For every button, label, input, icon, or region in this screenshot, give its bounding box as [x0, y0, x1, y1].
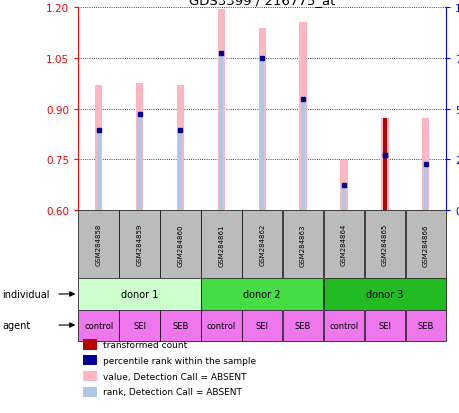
Text: GSM284866: GSM284866	[422, 223, 428, 266]
Bar	[160, 211, 200, 279]
Bar	[341, 185, 345, 211]
Text: SEB: SEB	[294, 321, 311, 330]
Bar	[137, 114, 141, 211]
Text: SEB: SEB	[417, 321, 433, 330]
Text: GSM284858: GSM284858	[95, 223, 101, 266]
Bar	[282, 211, 323, 279]
Text: control: control	[329, 321, 358, 330]
Bar	[364, 310, 404, 341]
Text: agent: agent	[2, 320, 30, 330]
Bar	[241, 211, 282, 279]
Text: percentile rank within the sample: percentile rank within the sample	[103, 356, 256, 365]
Text: control: control	[206, 321, 235, 330]
Text: individual: individual	[2, 289, 50, 299]
Bar	[160, 310, 200, 341]
Bar	[119, 211, 159, 279]
Bar	[323, 279, 445, 310]
Bar	[96, 131, 101, 211]
Bar	[382, 119, 386, 211]
Text: control: control	[84, 321, 113, 330]
Bar	[299, 24, 306, 211]
Bar	[217, 10, 224, 211]
Bar	[176, 86, 184, 211]
Text: SEI: SEI	[133, 321, 146, 330]
Bar	[423, 165, 427, 211]
Text: GSM284861: GSM284861	[218, 223, 224, 266]
Bar	[119, 310, 159, 341]
Bar	[364, 211, 404, 279]
Bar	[219, 54, 223, 211]
Bar	[381, 119, 388, 211]
Text: GSM284864: GSM284864	[340, 223, 346, 266]
Bar	[421, 119, 429, 211]
Bar	[78, 310, 118, 341]
Bar	[382, 156, 386, 211]
Text: GSM284865: GSM284865	[381, 223, 387, 266]
Text: GSM284859: GSM284859	[136, 223, 142, 266]
Text: donor 1: donor 1	[121, 289, 158, 299]
Bar	[201, 310, 241, 341]
Bar	[135, 84, 143, 211]
Bar	[201, 211, 241, 279]
Text: GSM284862: GSM284862	[258, 223, 265, 266]
Text: GSM284860: GSM284860	[177, 223, 183, 266]
Bar	[405, 211, 445, 279]
Bar	[282, 310, 323, 341]
Text: SEI: SEI	[378, 321, 391, 330]
Bar	[405, 310, 445, 341]
Bar	[201, 279, 323, 310]
Bar	[323, 310, 364, 341]
Title: GDS3399 / 216775_at: GDS3399 / 216775_at	[189, 0, 335, 7]
Text: transformed count: transformed count	[103, 340, 187, 349]
Text: SEI: SEI	[255, 321, 268, 330]
Bar	[340, 161, 347, 211]
Bar	[78, 211, 118, 279]
Text: SEB: SEB	[172, 321, 188, 330]
Bar	[178, 131, 182, 211]
Bar	[241, 310, 282, 341]
Text: GSM284863: GSM284863	[299, 223, 305, 266]
Text: donor 2: donor 2	[243, 289, 280, 299]
Bar	[300, 100, 304, 211]
Bar	[78, 279, 200, 310]
Bar	[95, 86, 102, 211]
Text: rank, Detection Call = ABSENT: rank, Detection Call = ABSENT	[103, 387, 242, 396]
Text: value, Detection Call = ABSENT: value, Detection Call = ABSENT	[103, 372, 246, 381]
Bar	[323, 211, 364, 279]
Bar	[258, 28, 265, 211]
Text: donor 3: donor 3	[365, 289, 403, 299]
Bar	[260, 59, 263, 211]
